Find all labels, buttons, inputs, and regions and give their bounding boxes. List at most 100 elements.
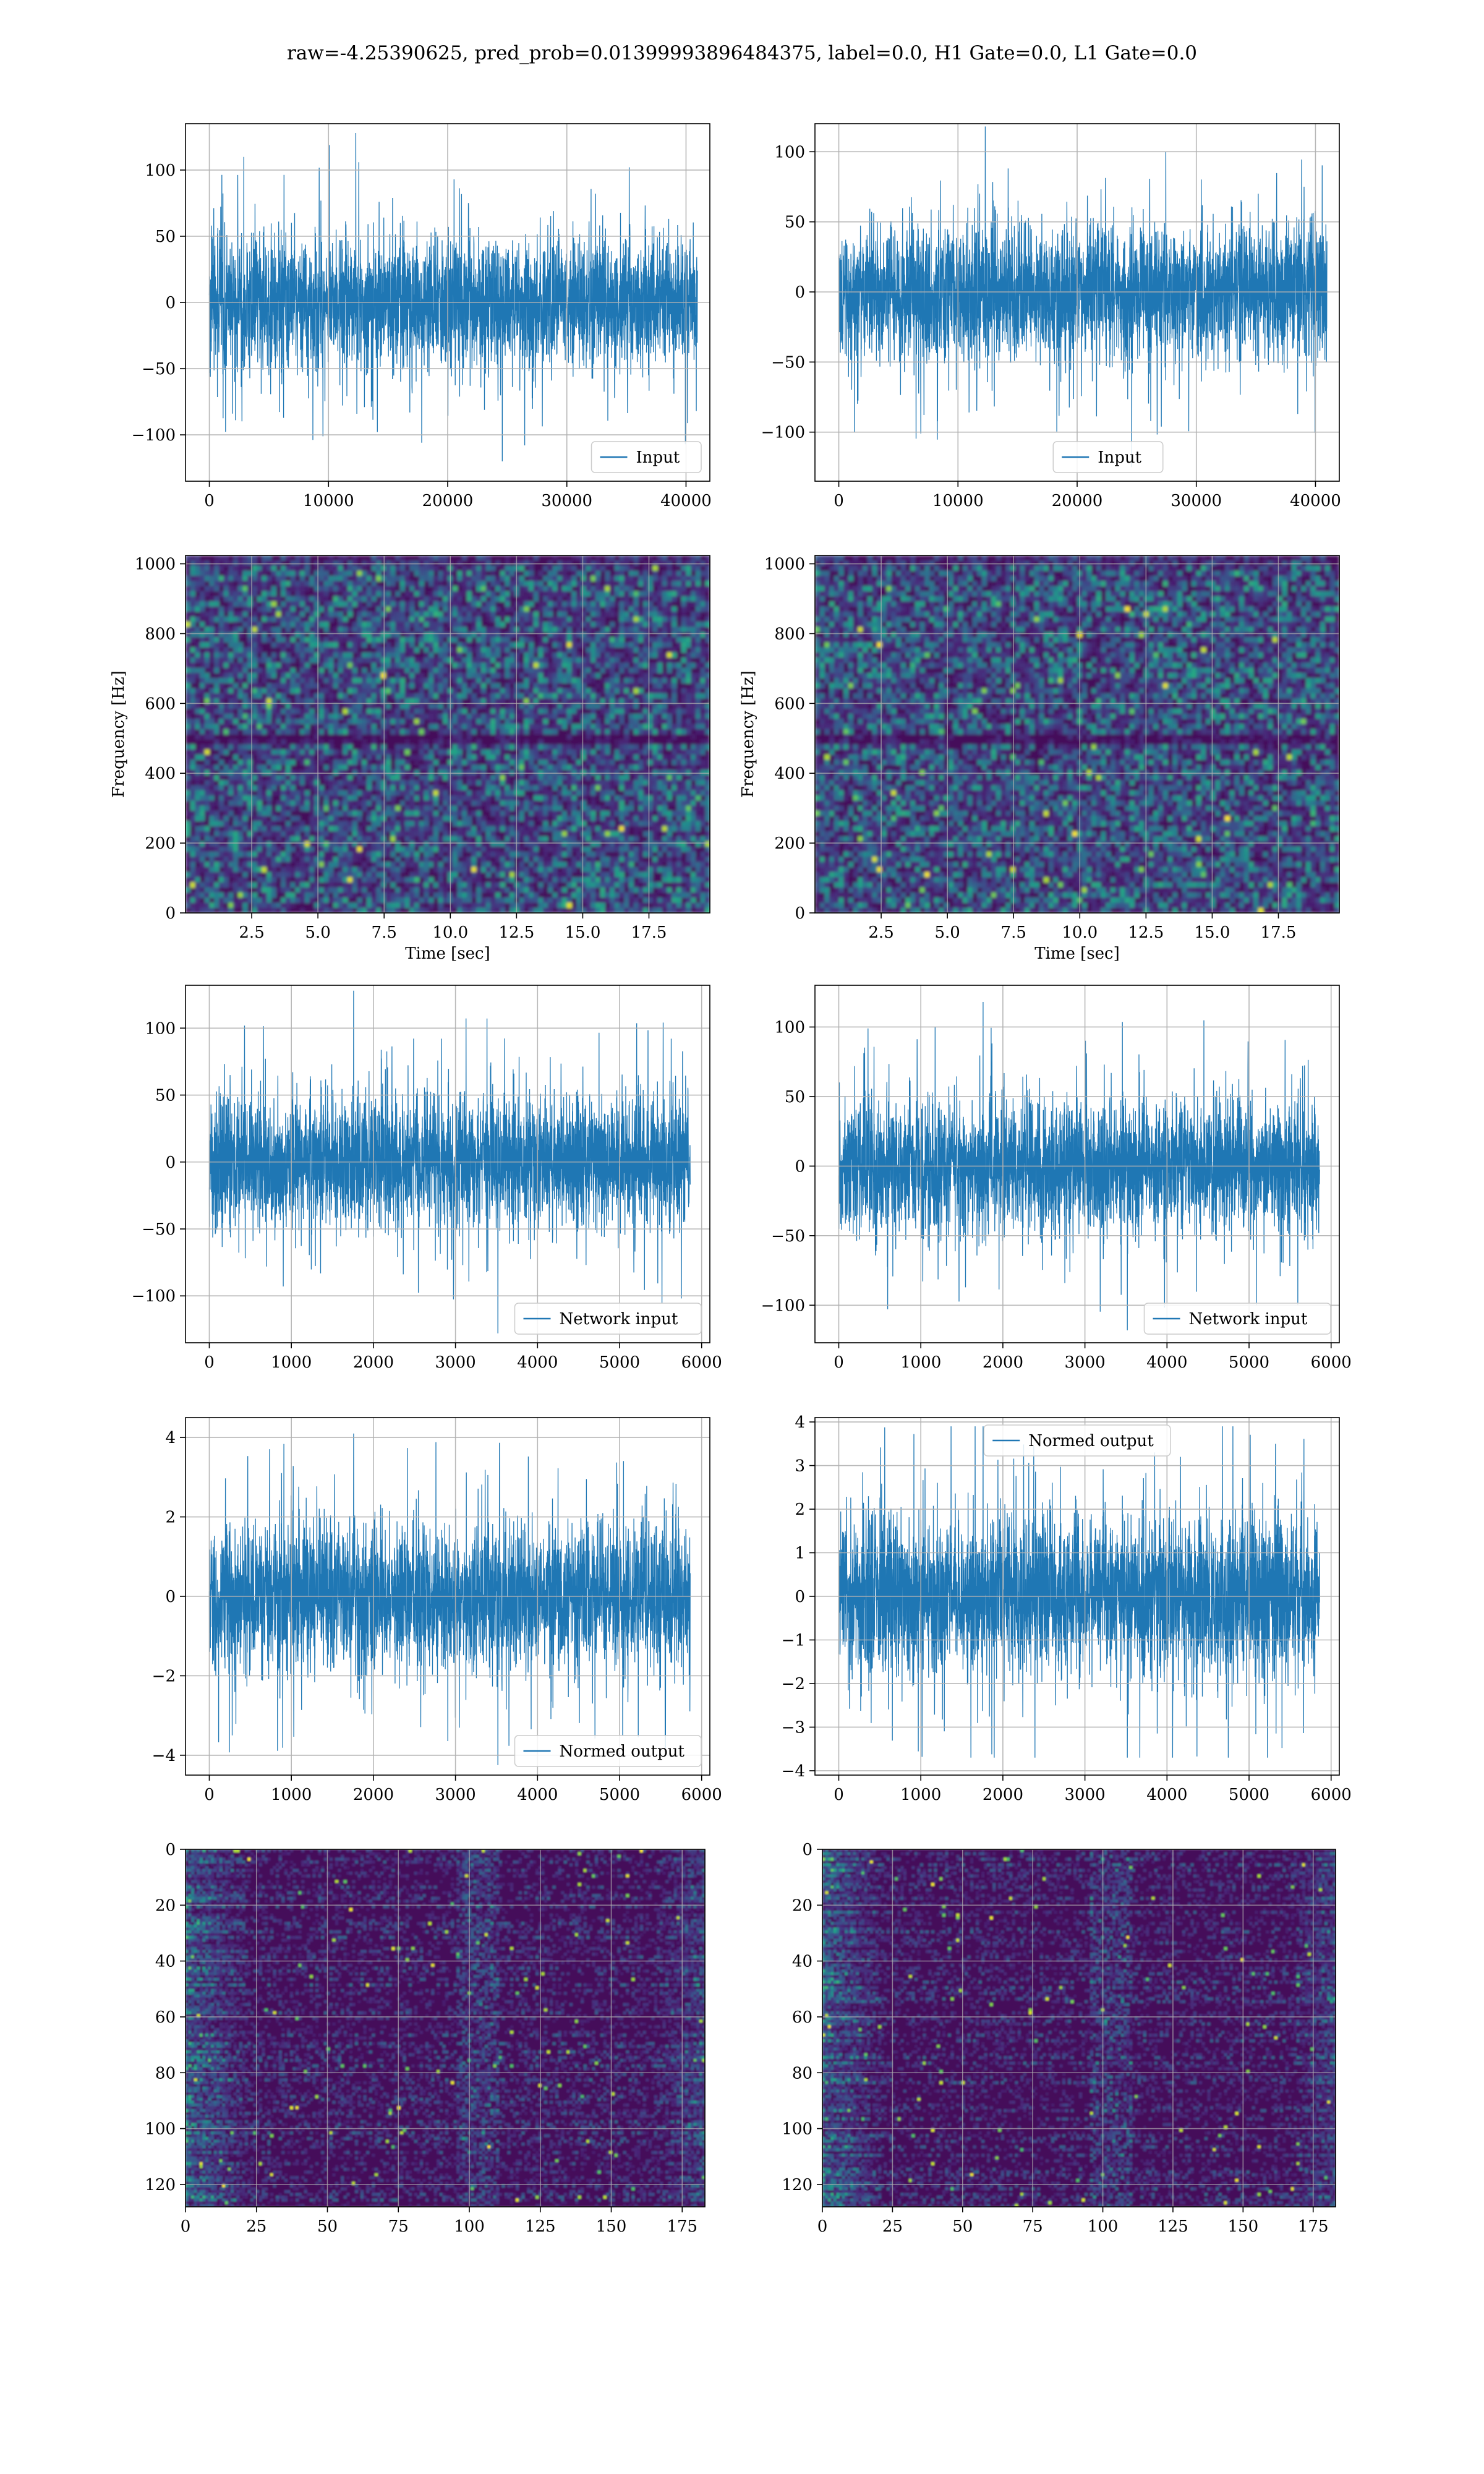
l1-feature-map-y-tick-label: 80 (792, 2064, 812, 2082)
h1-spectrogram-y-tick-label: 0 (165, 904, 176, 923)
l1-input-x-tick-label: 0 (834, 492, 844, 510)
h1-network-input-x-tick-label: 6000 (681, 1353, 722, 1372)
l1-network-input-legend: Network input (1145, 1303, 1331, 1334)
l1-feature-map-x-tick-label: 150 (1228, 2217, 1259, 2236)
h1-normed-output-x-tick-label: 4000 (517, 1786, 558, 1804)
h1-spectrogram-panel: 2.5 5.0 7.5 10.0 12.5 15.0 17.5020040060080010… (109, 555, 710, 963)
h1-network-input-y-tick-label: 50 (155, 1087, 176, 1105)
h1-input-x-tick-label: 30000 (541, 492, 592, 510)
h1-spectrogram-x-tick-label: 15.0 (565, 923, 600, 942)
l1-input-y-tick-label: 0 (795, 283, 805, 302)
h1-feature-map-x-tick-label: 50 (317, 2217, 338, 2236)
h1-spectrogram-y-tick-label: 600 (145, 695, 176, 713)
l1-normed-output-y-tick-label: 3 (795, 1457, 805, 1476)
l1-normed-output-x-tick-label: 1000 (900, 1786, 941, 1804)
l1-spectrogram-y-tick-label: 800 (774, 625, 805, 643)
h1-feature-map-x-tick-label: 0 (181, 2217, 191, 2236)
l1-spectrogram-y-tick-label: 1000 (764, 555, 805, 574)
l1-normed-output-x-tick-label: 4000 (1146, 1786, 1187, 1804)
l1-normed-output-legend-label: Normed output (1028, 1432, 1154, 1450)
h1-input-y-tick-label: −100 (132, 426, 176, 445)
l1-network-input-x-tick-label: 6000 (1311, 1353, 1352, 1372)
h1-input-x-tick-label: 0 (204, 492, 215, 510)
h1-feature-map-y-tick-label: 60 (155, 2008, 176, 2027)
l1-feature-map-y-tick-label: 100 (782, 2120, 812, 2139)
l1-input-y-tick-label: −50 (771, 353, 805, 372)
l1-network-input-x-tick-label: 4000 (1146, 1353, 1187, 1372)
l1-input-y-tick-label: −100 (761, 424, 805, 442)
h1-network-input-x-tick-label: 5000 (599, 1353, 640, 1372)
l1-normed-output-y-tick-label: −3 (782, 1718, 805, 1737)
l1-network-input-y-tick-label: −100 (761, 1296, 805, 1315)
l1-network-input-x-tick-label: 0 (834, 1353, 844, 1372)
h1-spectrogram-x-tick-label: 10.0 (432, 923, 468, 942)
l1-normed-output-x-tick-label: 2000 (983, 1786, 1023, 1804)
h1-network-input-x-tick-label: 3000 (435, 1353, 476, 1372)
h1-spectrogram-x-tick-label: 7.5 (372, 923, 397, 942)
h1-normed-output-x-tick-label: 6000 (681, 1786, 722, 1804)
l1-feature-map-y-tick-label: 0 (802, 1841, 812, 1859)
l1-normed-output-y-tick-label: 4 (795, 1413, 805, 1432)
l1-input-y-tick-label: 100 (774, 143, 805, 161)
h1-feature-map-y-tick-label: 40 (155, 1953, 176, 1971)
h1-normed-output-y-tick-label: −2 (152, 1667, 176, 1685)
h1-normed-output-y-tick-label: 2 (165, 1509, 176, 1527)
l1-spectrogram-x-tick-label: 15.0 (1194, 923, 1230, 942)
l1-input-legend: Input (1053, 442, 1163, 473)
l1-network-input-y-tick-label: 50 (785, 1088, 805, 1106)
l1-spectrogram-y-tick-label: 200 (774, 834, 805, 853)
l1-normed-output-y-tick-label: 1 (795, 1544, 805, 1563)
l1-feature-map-x-tick-label: 50 (952, 2217, 973, 2236)
l1-normed-output-x-tick-label: 3000 (1065, 1786, 1106, 1804)
l1-normed-output-y-tick-label: 0 (795, 1588, 805, 1606)
l1-network-input-x-tick-label: 2000 (983, 1353, 1023, 1372)
h1-input-y-tick-label: −50 (142, 360, 176, 379)
h1-feature-map-x-tick-label: 75 (388, 2217, 409, 2236)
l1-feature-map-y-tick-label: 60 (792, 2008, 812, 2027)
h1-network-input-x-tick-label: 0 (204, 1353, 215, 1372)
h1-spectrogram-x-tick-label: 5.0 (305, 923, 330, 942)
l1-network-input-y-tick-label: −50 (771, 1227, 805, 1246)
l1-spectrogram-y-tick-label: 0 (795, 904, 805, 923)
h1-network-input-x-tick-label: 2000 (353, 1353, 394, 1372)
l1-normed-output-y-tick-label: 2 (795, 1500, 805, 1519)
l1-normed-output-x-tick-label: 5000 (1229, 1786, 1269, 1804)
h1-feature-map-x-tick-label: 25 (246, 2217, 267, 2236)
h1-network-input-y-tick-label: −50 (142, 1220, 176, 1239)
h1-network-input-y-tick-label: 0 (165, 1154, 176, 1172)
h1-spectrogram-y-tick-label: 800 (145, 625, 176, 643)
h1-spectrogram-x-axis-label: Time [sec] (405, 944, 490, 963)
l1-spectrogram-x-tick-label: 5.0 (934, 923, 960, 942)
h1-network-input-x-tick-label: 4000 (517, 1353, 558, 1372)
h1-normed-output-y-tick-label: 0 (165, 1588, 176, 1606)
h1-normed-output-legend: Normed output (515, 1736, 702, 1766)
l1-normed-output-y-tick-label: −2 (782, 1675, 805, 1693)
h1-feature-map-y-tick-label: 100 (145, 2120, 176, 2139)
l1-normed-output-legend: Normed output (984, 1425, 1171, 1456)
l1-normed-output-series-line (839, 1426, 1320, 1758)
l1-input-x-tick-label: 10000 (932, 492, 984, 510)
h1-network-input-x-tick-label: 1000 (271, 1353, 312, 1372)
h1-feature-map-y-tick-label: 20 (155, 1896, 176, 1915)
l1-input-series-line (839, 127, 1328, 468)
l1-feature-map-y-tick-label: 40 (792, 1953, 812, 1971)
h1-spectrogram-y-axis-label: Frequency [Hz] (109, 670, 128, 798)
l1-network-input-legend-label: Network input (1189, 1310, 1308, 1329)
l1-normed-output-panel: 0 1000 2000 3000 4000 5000 6000−4−3−2−101234No… (782, 1413, 1352, 1804)
l1-spectrogram-x-tick-label: 2.5 (868, 923, 893, 942)
l1-input-x-tick-label: 30000 (1171, 492, 1222, 510)
h1-normed-output-x-tick-label: 1000 (271, 1786, 312, 1804)
h1-network-input-panel: 0 1000 2000 3000 4000 5000 6000−100−50050100Ne… (132, 985, 722, 1372)
l1-feature-map-cells (822, 1849, 1336, 2207)
l1-normed-output-x-tick-label: 6000 (1311, 1786, 1352, 1804)
l1-normed-output-y-tick-label: −4 (782, 1762, 805, 1781)
l1-network-input-x-tick-label: 3000 (1065, 1353, 1106, 1372)
l1-network-input-x-tick-label: 5000 (1229, 1353, 1269, 1372)
l1-spectrogram-panel: 2.5 5.0 7.5 10.0 12.5 15.0 17.5020040060080010… (739, 555, 1340, 963)
l1-spectrogram-cells (815, 555, 1340, 914)
